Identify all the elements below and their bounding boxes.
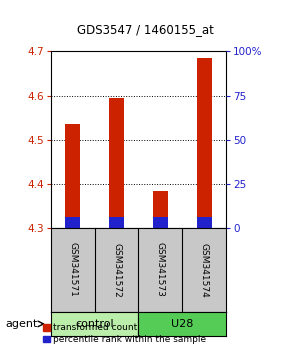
Bar [109, 98, 124, 228]
Text: agent: agent [6, 319, 38, 329]
Bar [65, 217, 80, 228]
Text: GDS3547 / 1460155_at: GDS3547 / 1460155_at [77, 23, 213, 36]
Bar [197, 58, 212, 228]
Bar [197, 217, 212, 228]
Text: GSM341573: GSM341573 [156, 242, 165, 297]
Bar [153, 191, 168, 228]
Legend: transformed count, percentile rank within the sample: transformed count, percentile rank withi… [41, 322, 208, 346]
Bar [51, 312, 139, 336]
Text: GSM341571: GSM341571 [68, 242, 77, 297]
Bar [153, 217, 168, 228]
Text: GSM341572: GSM341572 [112, 242, 121, 297]
Text: control: control [75, 319, 114, 329]
Bar [109, 217, 124, 228]
Text: U28: U28 [171, 319, 193, 329]
Text: GSM341574: GSM341574 [200, 242, 209, 297]
Bar [65, 124, 80, 228]
Bar [139, 312, 226, 336]
